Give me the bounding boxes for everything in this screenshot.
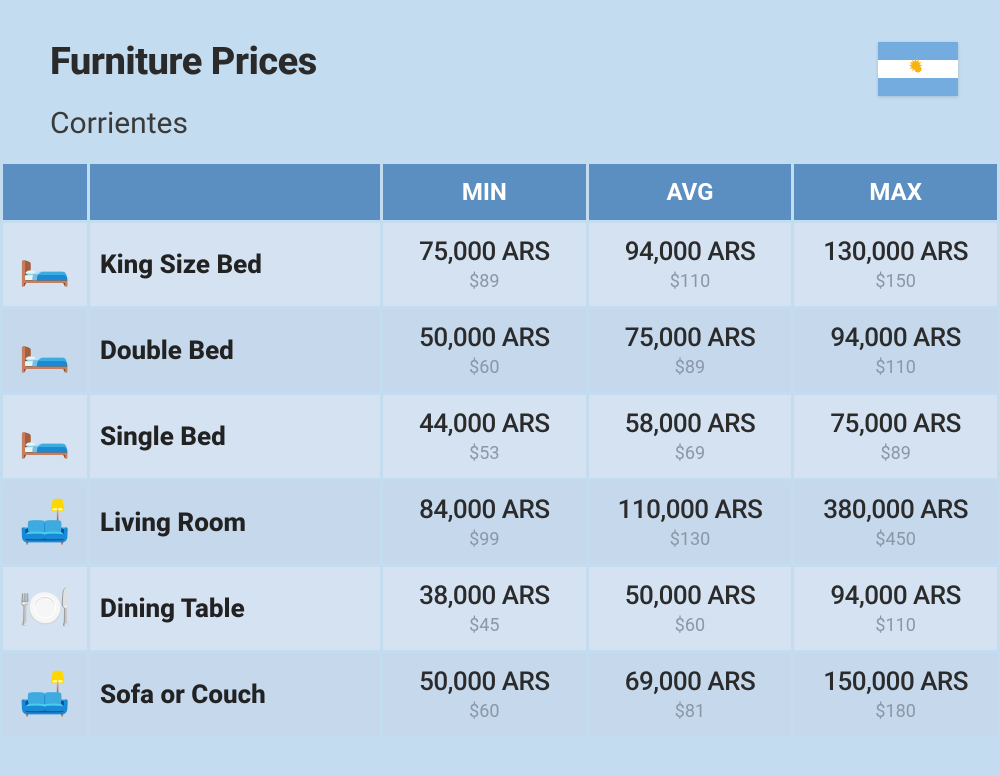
price-ars: 50,000 ARS: [599, 581, 782, 611]
price-cell-max: 94,000 ARS $110: [794, 567, 997, 650]
flag-icon: [878, 42, 958, 96]
price-usd: $99: [393, 529, 576, 550]
furniture-name: Sofa or Couch: [90, 653, 380, 736]
price-cell-avg: 69,000 ARS $81: [589, 653, 792, 736]
header-blank-icon: [3, 164, 87, 220]
price-usd: $45: [393, 615, 576, 636]
header-blank-name: [90, 164, 380, 220]
header: Furniture Prices Corrientes: [0, 0, 1000, 161]
price-usd: $60: [599, 615, 782, 636]
flag-sun-icon: [912, 63, 924, 75]
price-ars: 380,000 ARS: [804, 495, 987, 525]
price-ars: 94,000 ARS: [599, 237, 782, 267]
price-usd: $53: [393, 443, 576, 464]
price-ars: 75,000 ARS: [393, 237, 576, 267]
furniture-icon: 🛏️: [3, 223, 87, 306]
price-ars: 94,000 ARS: [804, 581, 987, 611]
table-row: 🛏️King Size Bed 75,000 ARS $89 94,000 ARS $1…: [3, 223, 997, 306]
price-ars: 84,000 ARS: [393, 495, 576, 525]
price-ars: 94,000 ARS: [804, 323, 987, 353]
header-min: MIN: [383, 164, 586, 220]
price-ars: 150,000 ARS: [804, 667, 987, 697]
price-usd: $180: [804, 701, 987, 722]
price-cell-avg: 110,000 ARS $130: [589, 481, 792, 564]
table-row: 🛏️Single Bed 44,000 ARS $53 58,000 ARS $69 75…: [3, 395, 997, 478]
page-title: Furniture Prices: [50, 40, 950, 84]
table-row: 🍽️Dining Table 38,000 ARS $45 50,000 ARS $60…: [3, 567, 997, 650]
furniture-name: Living Room: [90, 481, 380, 564]
furniture-icon: 🛋️: [3, 481, 87, 564]
price-usd: $150: [804, 271, 987, 292]
price-cell-min: 84,000 ARS $99: [383, 481, 586, 564]
table-row: 🛋️Sofa or Couch 50,000 ARS $60 69,000 ARS $8…: [3, 653, 997, 736]
price-cell-max: 75,000 ARS $89: [794, 395, 997, 478]
furniture-name: King Size Bed: [90, 223, 380, 306]
price-usd: $110: [804, 357, 987, 378]
price-table: MIN AVG MAX 🛏️King Size Bed75,000 ARS$89…: [0, 161, 1000, 739]
price-cell-min: 50,000 ARS $60: [383, 653, 586, 736]
price-cell-max: 94,000 ARS $110: [794, 309, 997, 392]
price-ars: 50,000 ARS: [393, 323, 576, 353]
furniture-icon: 🛏️: [3, 309, 87, 392]
price-ars: 110,000 ARS: [599, 495, 782, 525]
furniture-name: Dining Table: [90, 567, 380, 650]
table-header-row: MIN AVG MAX: [3, 164, 997, 220]
price-ars: 58,000 ARS: [599, 409, 782, 439]
price-usd: $89: [804, 443, 987, 464]
price-usd: $81: [599, 701, 782, 722]
price-usd: $60: [393, 701, 576, 722]
header-avg: AVG: [589, 164, 792, 220]
table-row: 🛋️Living Room 84,000 ARS $99 110,000 ARS $13…: [3, 481, 997, 564]
price-cell-max: 150,000 ARS $180: [794, 653, 997, 736]
price-usd: $60: [393, 357, 576, 378]
price-ars: 50,000 ARS: [393, 667, 576, 697]
furniture-name: Single Bed: [90, 395, 380, 478]
price-usd: $110: [599, 271, 782, 292]
furniture-icon: 🛏️: [3, 395, 87, 478]
price-ars: 38,000 ARS: [393, 581, 576, 611]
price-cell-min: 38,000 ARS $45: [383, 567, 586, 650]
price-usd: $110: [804, 615, 987, 636]
price-ars: 69,000 ARS: [599, 667, 782, 697]
price-usd: $69: [599, 443, 782, 464]
price-usd: $130: [599, 529, 782, 550]
price-cell-max: 380,000 ARS $450: [794, 481, 997, 564]
table-row: 🛏️Double Bed 50,000 ARS $60 75,000 ARS $89 94…: [3, 309, 997, 392]
price-ars: 130,000 ARS: [804, 237, 987, 267]
price-cell-avg: 50,000 ARS $60: [589, 567, 792, 650]
price-ars: 44,000 ARS: [393, 409, 576, 439]
furniture-icon: 🍽️: [3, 567, 87, 650]
price-cell-min: 50,000 ARS $60: [383, 309, 586, 392]
price-usd: $450: [804, 529, 987, 550]
price-cell-min: 44,000 ARS $53: [383, 395, 586, 478]
price-cell-avg: 75,000 ARS $89: [589, 309, 792, 392]
price-usd: $89: [393, 271, 576, 292]
furniture-name: Double Bed: [90, 309, 380, 392]
furniture-icon: 🛋️: [3, 653, 87, 736]
price-cell-avg: 94,000 ARS $110: [589, 223, 792, 306]
header-max: MAX: [794, 164, 997, 220]
price-usd: $89: [599, 357, 782, 378]
price-cell-min: 75,000 ARS $89: [383, 223, 586, 306]
price-cell-max: 130,000 ARS $150: [794, 223, 997, 306]
price-ars: 75,000 ARS: [804, 409, 987, 439]
price-cell-avg: 58,000 ARS $69: [589, 395, 792, 478]
page-subtitle: Corrientes: [50, 106, 950, 141]
price-ars: 75,000 ARS: [599, 323, 782, 353]
